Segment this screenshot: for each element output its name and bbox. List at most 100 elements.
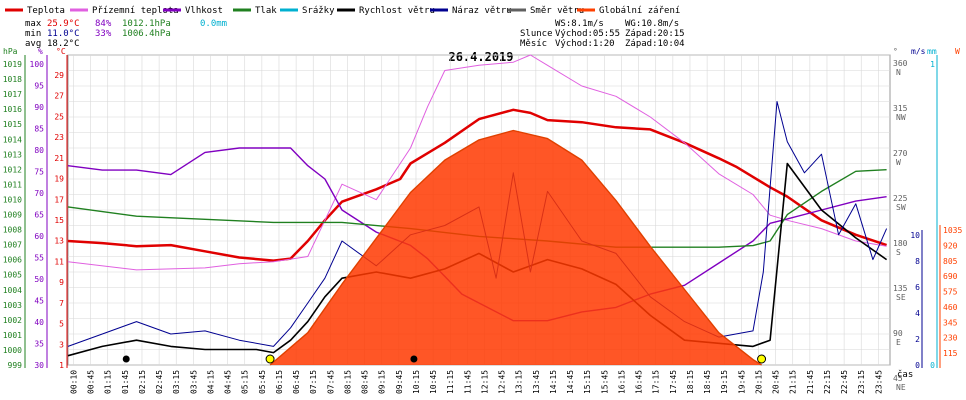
wind-tick-label: 0 xyxy=(915,361,920,370)
x-tick-label: 07:45 xyxy=(326,370,335,394)
temperature-tick-label: 23 xyxy=(54,133,64,142)
x-tick-label: 17:15 xyxy=(652,370,661,394)
radiation-tick-label: 1035 xyxy=(943,226,962,235)
ws-value: WS:8.1m/s xyxy=(555,19,604,29)
series-line-p-zemn-teplota xyxy=(67,54,887,271)
temperature-tick-label: 29 xyxy=(54,71,64,80)
x-tick-label: 23:45 xyxy=(874,370,883,394)
x-tick-label: 21:15 xyxy=(789,370,798,394)
axis-unit-label: hPa xyxy=(3,47,18,56)
x-tick-label: 19:45 xyxy=(737,370,746,394)
moonset-marker xyxy=(410,355,418,363)
humidity-tick-label: 85 xyxy=(34,125,44,134)
temperature-tick-label: 21 xyxy=(54,154,64,163)
x-tick-label: 18:15 xyxy=(686,370,695,394)
x-tick-label: 08:15 xyxy=(343,370,352,394)
direction-deg-label: 90 xyxy=(893,329,903,338)
temperature-tick-label: 25 xyxy=(54,112,64,121)
temperature-tick-label: 11 xyxy=(54,257,64,266)
humidity-tick-label: 35 xyxy=(34,340,44,349)
x-tick-label: 19:15 xyxy=(720,370,729,394)
x-tick-label: 02:45 xyxy=(155,370,164,394)
direction-deg-label: 225 xyxy=(893,194,908,203)
direction-dir-label: SE xyxy=(896,293,906,302)
x-tick-label: 15:15 xyxy=(583,370,592,394)
humidity-tick-label: 100 xyxy=(30,60,45,69)
x-tick-label: 16:15 xyxy=(617,370,626,394)
x-tick-label: 23:15 xyxy=(857,370,866,394)
chart-title: 26.4.2019 xyxy=(448,50,513,64)
moon-label: Měsíc xyxy=(520,39,547,49)
legend-label-0: Teplota xyxy=(27,6,65,16)
x-tick-label: 09:15 xyxy=(378,370,387,394)
temperature-tick-label: 7 xyxy=(59,299,64,308)
series-line-teplota xyxy=(67,108,887,262)
temperature-tick-label: 3 xyxy=(59,340,64,349)
pressure-tick-label: 1007 xyxy=(3,241,22,250)
humidity-tick-label: 80 xyxy=(34,146,44,155)
direction-dir-label: NW xyxy=(896,113,906,122)
humidity-tick-label: 95 xyxy=(34,82,44,91)
axis-unit-label: W xyxy=(955,47,960,56)
legend-label-8: Globální záření xyxy=(599,6,680,16)
moon-rise: Východ:1:20 xyxy=(555,39,615,49)
humidity-tick-label: 40 xyxy=(34,318,44,327)
pressure-tick-label: 1012 xyxy=(3,165,22,174)
x-tick-label: 16:45 xyxy=(635,370,644,394)
sun-set: Západ:20:15 xyxy=(625,29,685,39)
humidity-tick-label: 30 xyxy=(34,361,44,370)
direction-deg-label: 45 xyxy=(893,374,903,383)
x-tick-label: 10:45 xyxy=(429,370,438,394)
avg-temp: 18.2°C xyxy=(47,39,80,49)
x-tick-label: 01:15 xyxy=(104,370,113,394)
legend: Teplota Přízemní teplota Vlhkost Tlak Srážky… xyxy=(5,6,680,16)
x-tick-label: 04:45 xyxy=(224,370,233,394)
direction-deg-label: 180 xyxy=(893,239,908,248)
x-tick-label: 03:15 xyxy=(172,370,181,394)
pressure-tick-label: 1005 xyxy=(3,271,22,280)
x-tick-label: 01:45 xyxy=(121,370,130,394)
min-hum: 33% xyxy=(95,29,112,39)
direction-deg-label: 315 xyxy=(893,104,908,113)
humidity-tick-label: 65 xyxy=(34,211,44,220)
wind-tick-label: 6 xyxy=(915,283,920,292)
max-label: max xyxy=(25,19,42,29)
humidity-tick-label: 55 xyxy=(34,254,44,263)
radiation-tick-label: 805 xyxy=(943,257,958,266)
x-tick-label: 20:15 xyxy=(754,370,763,394)
sun-moon-info: WS:8.1m/s WG:10.8m/s Slunce Východ:05:55… xyxy=(520,19,685,49)
pressure-tick-label: 1006 xyxy=(3,256,22,265)
legend-label-7: Směr větru xyxy=(530,6,584,16)
x-tick-label: 13:15 xyxy=(515,370,524,394)
axis-unit-label: % xyxy=(38,47,43,56)
legend-label-2: Vlhkost xyxy=(185,6,223,16)
wind-tick-label: 2 xyxy=(915,335,920,344)
legend-label-1: Přízemní teplota xyxy=(92,6,179,16)
pressure-tick-label: 1010 xyxy=(3,195,22,204)
rain-tick-label: 0 xyxy=(930,361,935,370)
pressure-tick-label: 1002 xyxy=(3,316,22,325)
pressure-tick-label: 1015 xyxy=(3,120,22,129)
x-tick-label: 12:45 xyxy=(498,370,507,394)
pressure-tick-label: 1001 xyxy=(3,331,22,340)
max-rain: 0.0mm xyxy=(200,19,227,29)
x-tick-label: 18:45 xyxy=(703,370,712,394)
legend-label-3: Tlak xyxy=(255,6,277,16)
sun-label: Slunce xyxy=(520,29,553,39)
rain-tick-label: 1 xyxy=(930,60,935,69)
x-tick-label: 21:45 xyxy=(806,370,815,394)
legend-label-4: Srážky xyxy=(302,6,335,16)
radiation-tick-label: 345 xyxy=(943,318,958,327)
axis-unit-label: mm xyxy=(927,47,937,56)
humidity-tick-label: 50 xyxy=(34,275,44,284)
moonrise-marker xyxy=(122,355,130,363)
x-tick-label: 06:15 xyxy=(275,370,284,394)
axis-unit-label: °C xyxy=(56,47,66,56)
x-tick-label: 13:45 xyxy=(532,370,541,394)
x-tick-label: 05:45 xyxy=(258,370,267,394)
radiation-tick-label: 230 xyxy=(943,334,958,343)
temperature-tick-label: 13 xyxy=(54,237,64,246)
radiation-tick-label: 115 xyxy=(943,349,958,358)
temperature-tick-label: 17 xyxy=(54,195,64,204)
x-tick-label: 15:45 xyxy=(600,370,609,394)
